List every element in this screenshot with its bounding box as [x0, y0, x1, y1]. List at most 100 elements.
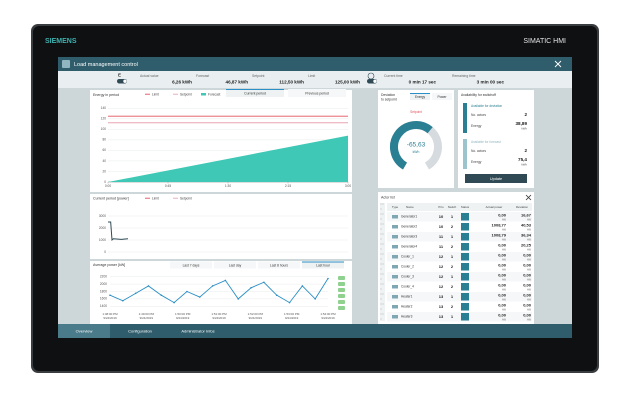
point: [198, 296, 201, 298]
actor-prio: 11: [439, 244, 444, 249]
point: [237, 298, 240, 300]
tab[interactable]: [258, 261, 300, 269]
actor-prio: 13: [439, 294, 444, 299]
y-tick-label: 1600: [100, 297, 107, 301]
table-row: [387, 272, 532, 282]
tab[interactable]: [288, 89, 346, 97]
button-label[interactable]: Update: [490, 177, 502, 181]
actor-name: Cooler_4: [401, 285, 414, 289]
status-indicator[interactable]: [461, 263, 469, 271]
status-indicator[interactable]: [461, 223, 469, 231]
actual-power: 1008,77: [492, 223, 507, 228]
actual-power: 0,00: [498, 313, 507, 318]
unit: kW: [502, 257, 506, 261]
status-indicator[interactable]: [461, 283, 469, 291]
status-indicator[interactable]: [461, 213, 469, 221]
summary-label: Setpoint: [252, 74, 264, 78]
tab[interactable]: [410, 93, 430, 100]
gauge-unit: kWh: [413, 150, 420, 154]
tab-label[interactable]: Last 8 hours: [270, 263, 288, 267]
update-button[interactable]: [465, 174, 527, 183]
tab-label[interactable]: Current period: [244, 91, 266, 95]
actor-switch: 1: [451, 314, 454, 319]
app-icon: [62, 60, 70, 68]
actor-name: Generator3: [401, 235, 417, 239]
x-tick-label: 1:48:00 PM: [102, 312, 118, 316]
scroll-ruler: [380, 203, 385, 321]
tab[interactable]: [432, 93, 452, 100]
close-button[interactable]: [554, 60, 562, 68]
tab-label[interactable]: Last 7 days: [183, 263, 200, 267]
field-unit: kWh: [521, 127, 527, 131]
actor-name: Generator1: [401, 215, 417, 219]
tab-label[interactable]: Energy: [415, 95, 426, 99]
status-indicator[interactable]: [461, 303, 469, 311]
status-indicator[interactable]: [461, 253, 469, 261]
nav-bar: [58, 324, 572, 338]
chart-title: Energy in period: [93, 93, 119, 97]
tab[interactable]: [170, 261, 212, 269]
table-row: [387, 242, 532, 252]
nav-tab[interactable]: Configuration: [128, 329, 152, 334]
actor-prio: 12: [439, 264, 444, 269]
tab-label[interactable]: Power: [437, 95, 447, 99]
legend-label: Limit: [152, 196, 159, 200]
deviation: 40,53: [521, 223, 532, 228]
point: [224, 279, 227, 282]
legend-label: Setpoint: [180, 196, 192, 200]
summary-value: 112,50 kWh: [279, 80, 304, 85]
summary-label: Remaining time: [452, 74, 476, 78]
gauge-fill: [390, 121, 433, 170]
status-indicator[interactable]: [461, 243, 469, 251]
tab[interactable]: [214, 261, 256, 269]
y-tick-label: 40: [102, 159, 106, 163]
close-icon[interactable]: [525, 194, 532, 201]
deviation: 0,00: [523, 263, 532, 268]
status-indicator[interactable]: [461, 233, 469, 241]
x-tick-label: 9/24/2019: [176, 316, 190, 320]
point: [288, 301, 291, 304]
point: [314, 298, 316, 300]
tab-label[interactable]: Last hour: [316, 263, 331, 267]
nav-tab[interactable]: Administrator Infos: [181, 329, 214, 334]
tab-label[interactable]: Previous period: [305, 91, 329, 95]
panel-title: Availability for switchoff: [461, 93, 496, 97]
y-tick-label: 2200: [100, 275, 107, 279]
unit: kW: [527, 287, 531, 291]
type-icon: [392, 305, 398, 309]
status-icon: [338, 276, 345, 280]
actual-power: 0,00: [498, 243, 507, 248]
y-tick-label: 60: [102, 148, 106, 152]
unit: kW: [527, 297, 531, 301]
tab[interactable]: [302, 261, 344, 269]
actor-switch: 1: [451, 214, 454, 219]
chart-title: Current period [power]: [93, 196, 129, 200]
x-tick-label: 1:30: [225, 184, 231, 188]
summary-value: 125,00 kWh: [335, 80, 360, 85]
unit: kW: [527, 277, 531, 281]
actor-name: Heater3: [401, 315, 413, 319]
x-tick-label: 9/24/2019: [140, 316, 154, 320]
unit: kW: [527, 257, 531, 261]
tab[interactable]: [226, 89, 284, 97]
x-tick-label: 9/24/2019: [212, 316, 226, 320]
point: [211, 285, 214, 287]
tab-label[interactable]: Last day: [229, 263, 242, 267]
panel-title: to setpoint: [381, 97, 397, 101]
column-header: Deviation: [516, 205, 528, 209]
status-indicator[interactable]: [461, 313, 469, 321]
field-label: Energy: [471, 124, 482, 128]
close-icon[interactable]: [554, 60, 562, 68]
status-indicator[interactable]: [461, 293, 469, 301]
table-row: [387, 312, 532, 322]
point: [109, 294, 111, 297]
nav-tab[interactable]: Overview: [76, 329, 93, 334]
actor-switch: 2: [451, 304, 454, 309]
status-indicator[interactable]: [461, 273, 469, 281]
x-tick-label: 1:50:00 PM: [175, 312, 191, 316]
legend-label: Setpoint: [180, 92, 192, 96]
summary-icon: E: [118, 73, 121, 78]
field-label: Energy: [471, 160, 482, 164]
point: [122, 299, 124, 302]
table-row: [387, 262, 532, 272]
